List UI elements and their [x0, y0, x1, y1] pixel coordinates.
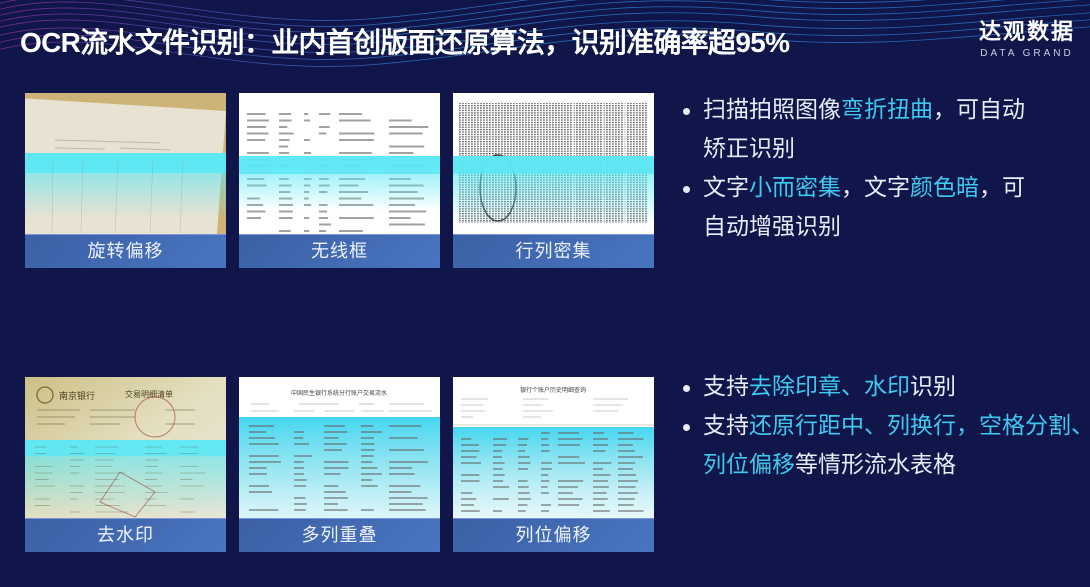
svg-text:银行个账户历史明细查询: 银行个账户历史明细查询 — [520, 386, 586, 394]
svg-text:中国民生银行系统分行账户交易流水: 中国民生银行系统分行账户交易流水 — [291, 389, 387, 397]
svg-text:南京银行: 南京银行 — [59, 390, 95, 401]
